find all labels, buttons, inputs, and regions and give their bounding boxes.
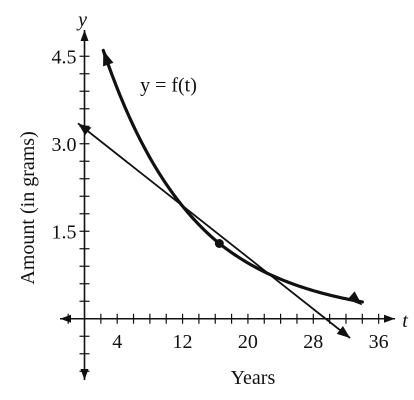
tangent-arrow-end (336, 326, 351, 338)
labels: y t Years Amount (in grams) y = f(t) (17, 9, 408, 389)
curve-arrow-start (103, 50, 114, 67)
decay-curve (101, 48, 364, 304)
x-tick-label: 36 (369, 331, 389, 353)
y-tick-label: 4.5 (52, 46, 77, 68)
curve-label: y = f(t) (140, 74, 197, 96)
tick-marks: 4 12 20 28 36 1.5 3.0 4.5 (52, 46, 389, 372)
x-tick-label: 28 (303, 331, 323, 353)
y-axis-label: Amount (in grams) (17, 131, 39, 284)
tangency-point (214, 239, 224, 248)
curve-arrow-end (347, 291, 363, 306)
y-tick-label: 1.5 (52, 221, 77, 243)
tangent-line (77, 122, 351, 339)
y-tick-label: 3.0 (52, 134, 77, 156)
tangent-arrow-start (77, 123, 92, 136)
axes (60, 30, 395, 380)
x-axis-arrow-right (384, 314, 395, 323)
x-axis-arrow-left (60, 314, 71, 323)
x-tick-label: 20 (238, 331, 258, 353)
plot-marks (77, 48, 364, 339)
x-axis-variable: t (402, 310, 408, 332)
x-tick-label: 12 (173, 331, 193, 353)
y-axis-variable: y (76, 9, 87, 31)
y-axis-arrow-up (80, 30, 89, 41)
x-tick-label: 4 (112, 331, 122, 353)
x-axis-label: Years (231, 367, 276, 389)
